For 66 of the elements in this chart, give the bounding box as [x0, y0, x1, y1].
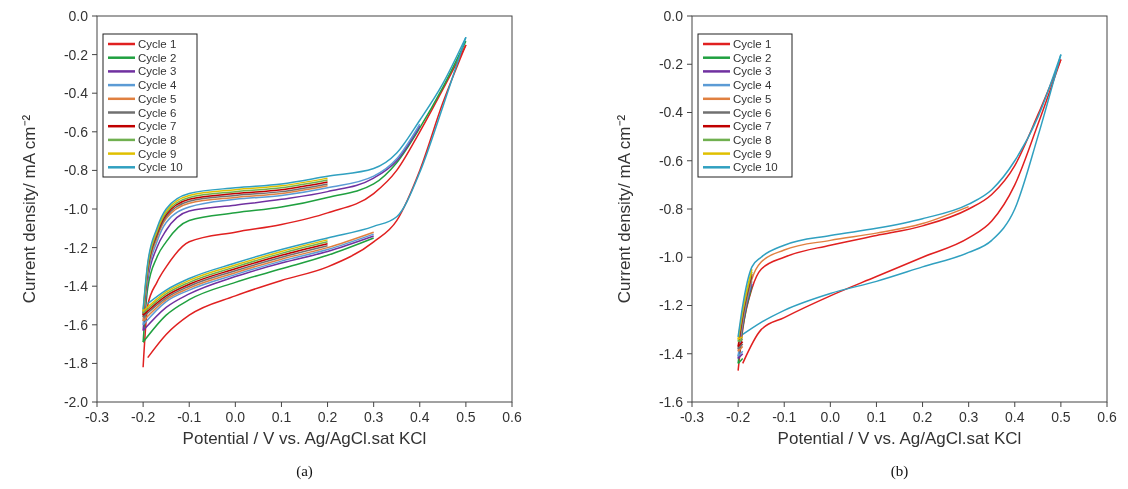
- legend-label: Cycle 7: [138, 120, 177, 133]
- legend-label: Cycle 3: [138, 65, 177, 78]
- legend-label: Cycle 3: [733, 65, 772, 78]
- x-tick-label: 0.2: [317, 409, 338, 425]
- y-tick-label: -1.6: [63, 316, 89, 333]
- y-tick-label: 0.0: [68, 7, 89, 24]
- legend-label: Cycle 2: [733, 51, 772, 64]
- y-tick-label: -0.8: [63, 162, 89, 179]
- text: (a): [296, 463, 313, 480]
- x-tick-label: -0.3: [84, 409, 110, 425]
- y-tick-label: -2.0: [63, 393, 89, 410]
- legend-label: Cycle 1: [733, 38, 772, 51]
- x-tick-label: 0.0: [225, 409, 246, 425]
- x-tick-label: 0.4: [410, 409, 430, 425]
- x-tick-label: 0.3: [363, 409, 384, 425]
- x-axis-title: Potential / V vs. Ag/AgCl.sat KCl: [182, 429, 427, 448]
- legend-label: Cycle 7: [733, 120, 772, 133]
- y-tick-label: -1.4: [658, 345, 684, 362]
- x-tick-label: 0.4: [1005, 409, 1025, 425]
- y-tick-label: -0.8: [658, 200, 684, 217]
- x-tick-label: -0.1: [177, 409, 202, 425]
- x-tick-label: -0.3: [679, 409, 705, 425]
- y-tick-label: -0.4: [63, 85, 89, 102]
- x-tick-label: -0.2: [726, 409, 751, 425]
- y-tick-label: -0.2: [658, 56, 684, 73]
- x-tick-label: 0.6: [502, 409, 522, 425]
- legend-label: Cycle 5: [138, 92, 177, 105]
- legend-label: Cycle 4: [733, 79, 772, 92]
- y-tick-label: -1.0: [658, 249, 684, 266]
- y-tick-label: -0.6: [63, 123, 89, 140]
- y-tick-label: -0.6: [658, 152, 684, 169]
- legend-label: Cycle 9: [733, 147, 772, 160]
- legend-label: Cycle 6: [733, 106, 772, 119]
- legend-label: Cycle 8: [733, 133, 772, 146]
- x-tick-label: 0.5: [456, 409, 476, 425]
- y-tick-label: -0.2: [63, 46, 89, 63]
- legend-label: Cycle 10: [733, 161, 778, 174]
- y-tick-label: 0.0: [663, 7, 684, 24]
- y-tick-label: -1.4: [63, 278, 89, 295]
- x-tick-label: 0.1: [866, 409, 887, 425]
- legend-label: Cycle 6: [138, 106, 177, 119]
- legend-label: Cycle 5: [733, 92, 772, 105]
- legend-label: Cycle 9: [138, 147, 177, 160]
- legend-label: Cycle 8: [138, 133, 177, 146]
- x-tick-label: 0.5: [1051, 409, 1071, 425]
- text: (b): [890, 463, 909, 480]
- x-tick-label: 0.6: [1097, 409, 1117, 425]
- y-tick-label: -1.2: [63, 239, 89, 256]
- y-tick-label: -1.6: [658, 393, 684, 410]
- y-axis-title: Current density/ mA cm⁻²: [615, 114, 634, 304]
- legend-label: Cycle 2: [138, 51, 177, 64]
- y-tick-label: -0.4: [658, 104, 684, 121]
- y-tick-label: -1.2: [658, 297, 684, 314]
- y-axis-title: Current density/ mA cm⁻²: [20, 114, 39, 304]
- legend-label: Cycle 10: [138, 161, 183, 174]
- x-tick-label: -0.1: [772, 409, 797, 425]
- y-tick-label: -1.8: [63, 355, 89, 372]
- x-tick-label: 0.1: [271, 409, 292, 425]
- legend-label: Cycle 1: [138, 38, 177, 51]
- x-tick-label: -0.2: [131, 409, 156, 425]
- x-axis-title: Potential / V vs. Ag/AgCl.sat KCl: [777, 429, 1022, 448]
- y-tick-label: -1.0: [63, 200, 89, 217]
- x-tick-label: 0.2: [912, 409, 933, 425]
- x-tick-label: 0.0: [820, 409, 841, 425]
- x-tick-label: 0.3: [958, 409, 979, 425]
- legend-label: Cycle 4: [138, 79, 177, 92]
